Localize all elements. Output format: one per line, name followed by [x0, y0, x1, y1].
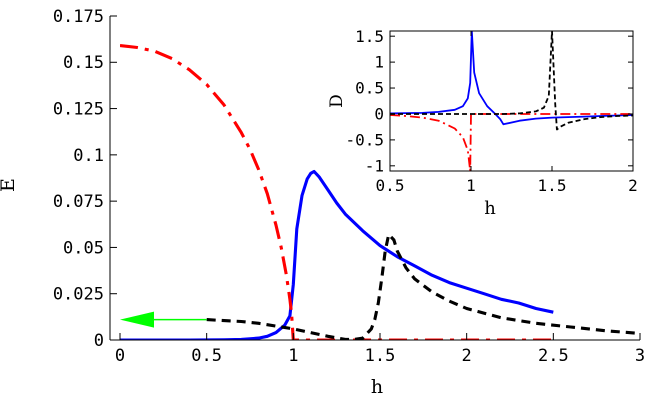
- main-y-tick-label: 0.075: [53, 192, 104, 212]
- inset-series-dashdot-2: [390, 113, 633, 171]
- main-annotation-layer: [120, 311, 207, 328]
- inset-x-axis-title: h: [484, 198, 496, 219]
- main-y-axis-title: E: [0, 178, 19, 192]
- main-x-tick-label: 0: [115, 346, 125, 366]
- inset-y-tick-label: 0.5: [355, 79, 384, 98]
- inset-frame: [389, 30, 634, 172]
- inset-y-tick-label: -0.5: [345, 130, 384, 149]
- main-x-tick-label: 1.5: [365, 346, 396, 366]
- main-plot: 0 0.5 1 1.5 2 2.5 3 0 0.025 0.05 0.075 0.1 0.125 0.15…: [0, 7, 645, 398]
- inset-x-tick-label: 0.5: [376, 176, 405, 195]
- main-y-tick-label: 0.15: [63, 53, 104, 73]
- main-x-axis-title: h: [371, 376, 383, 398]
- main-y-tick-label: 0.125: [53, 100, 104, 120]
- inset-x-tick-label: 1.5: [538, 176, 567, 195]
- main-y-tick-label: 0.05: [63, 238, 104, 258]
- inset-series-layer: [390, 31, 633, 171]
- inset-y-tick-label: 1.5: [355, 27, 384, 46]
- main-x-tick-label: 2.5: [538, 346, 569, 366]
- main-x-tick-label: 3: [635, 346, 645, 366]
- inset-background: [390, 31, 633, 171]
- main-series-dashed-3: [206, 232, 640, 340]
- main-axes-layer: 0 0.5 1 1.5 2 2.5 3 0 0.025 0.05 0.075 0.1 0.125 0.15…: [53, 7, 645, 366]
- inset-plot: 0.5 1 1.5 2 -1 -0.5 0 0.5 1 1.5 h D: [327, 27, 638, 219]
- main-x-tick-label: 2: [462, 346, 472, 366]
- inset-y-tick-label: 1: [374, 53, 384, 72]
- main-series-solid-1: [120, 169, 554, 340]
- main-x-tick-label: 1: [288, 346, 298, 366]
- inset-series-solid-1: [390, 31, 633, 126]
- inset-y-tick-label: -1: [365, 156, 384, 175]
- inset-axes-layer: 0.5 1 1.5 2 -1 -0.5 0 0.5 1 1.5: [345, 27, 637, 195]
- inset-x-tick-label: 2: [628, 176, 638, 195]
- inset-x-tick-label: 1: [466, 176, 476, 195]
- arrow-head: [120, 311, 154, 328]
- main-y-tick-label: 0: [94, 331, 104, 351]
- main-x-tick-label: 0.5: [191, 346, 222, 366]
- main-y-tick-label: 0.1: [73, 146, 104, 166]
- main-y-tick-label: 0.025: [53, 285, 104, 305]
- main-y-tick-label: 0.175: [53, 7, 104, 27]
- inset-y-tick-label: 0: [374, 105, 384, 124]
- inset-y-axis-title: D: [327, 94, 347, 108]
